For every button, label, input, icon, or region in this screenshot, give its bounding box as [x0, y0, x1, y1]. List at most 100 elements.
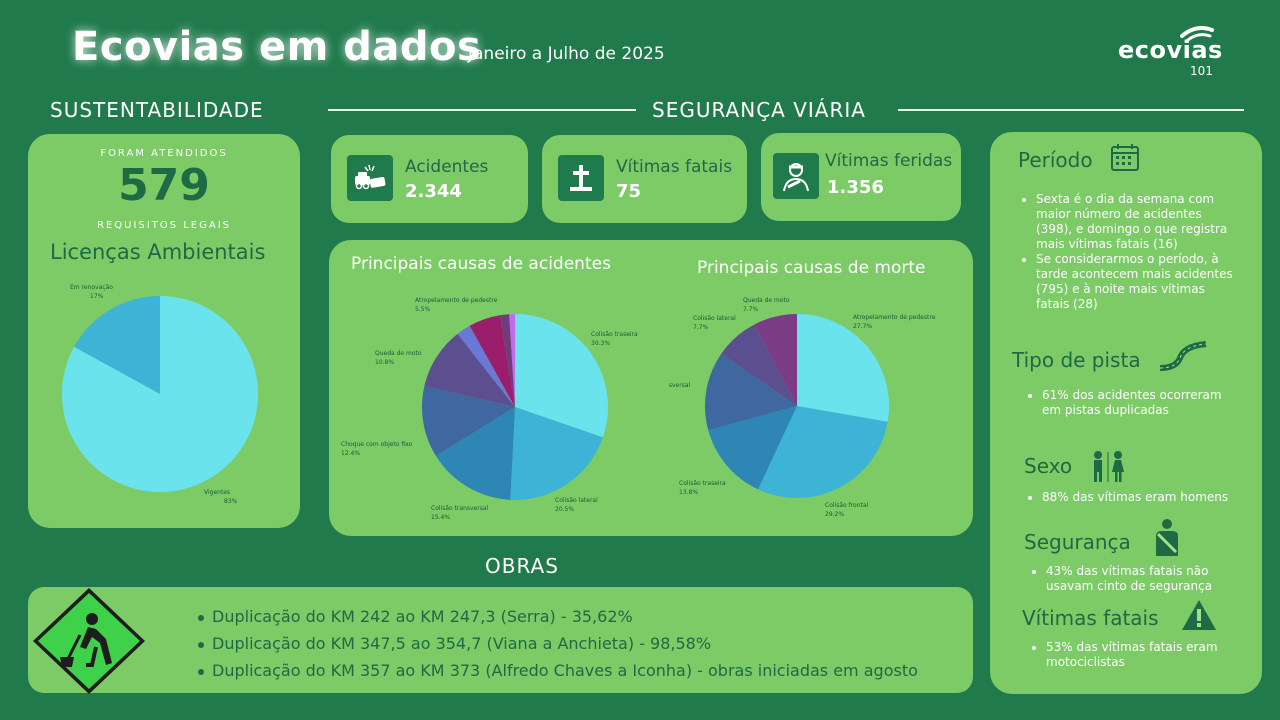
pie-slice	[435, 407, 515, 500]
requisitos-number: 579	[118, 160, 210, 211]
tipo-pista-item: 61% dos acidentes ocorreram em pistas du…	[1042, 388, 1236, 418]
pie-slice-value: 17%	[90, 293, 104, 300]
periodo-item: Se considerarmos o período, à tarde acon…	[1036, 252, 1240, 312]
road-work-sign-icon	[33, 588, 145, 694]
pie-slice	[424, 333, 515, 407]
periodo-item: Sexta é o dia da semana com maior número…	[1036, 192, 1240, 252]
page-subtitle: Janeiro a Julho de 2025	[468, 44, 665, 64]
bullet-icon	[198, 614, 204, 621]
pie-slice-value: 7.7%	[743, 306, 759, 313]
pie-slice-value: 27.7%	[853, 323, 872, 330]
deaths-chart-title: Principais causas de morte	[697, 258, 926, 278]
pie-slice-label: Colisão lateral	[555, 497, 598, 504]
pie-slice-value: 13.8%	[679, 489, 698, 496]
seatbelt-icon	[1156, 519, 1178, 556]
requisitos-top-label: FORAM ATENDIDOS	[100, 148, 228, 159]
section-title-sustentabilidade: SUSTENTABILIDADE	[50, 98, 264, 122]
stat-label-acidentes: Acidentes	[405, 157, 489, 177]
obra-item: Duplicação do KM 347,5 ao 354,7 (Viana a…	[198, 634, 711, 653]
stat-label-vitimas-feridas: Vítimas feridas	[825, 151, 953, 171]
stat-value-vitimas-feridas: 1.356	[827, 177, 884, 198]
pie-slice-label: Colisão transversal	[669, 382, 691, 389]
bullet-icon	[198, 668, 204, 675]
winding-road-icon	[1159, 341, 1207, 371]
pie-slice-label: Colisão frontal	[825, 502, 869, 509]
pie-slice-value: 15.4%	[431, 514, 450, 521]
pie-slice	[797, 314, 889, 422]
pie-slice-value: 7.7%	[693, 324, 709, 331]
pie-slice	[422, 386, 515, 456]
pie-slice-label: Colisão lateral	[693, 315, 736, 322]
seguranca-title: Segurança	[1024, 530, 1131, 554]
stat-label-vitimas-fatais: Vítimas fatais	[616, 157, 733, 177]
section-title-seguranca: SEGURANÇA VIÁRIA	[652, 98, 866, 122]
pie-slice	[61, 296, 258, 492]
sustentabilidade-card: FORAM ATENDIDOS 579 REQUISITOS LEGAIS Li…	[28, 134, 300, 528]
requisitos-bottom-label: REQUISITOS LEGAIS	[97, 220, 231, 231]
divider-line-left	[328, 109, 636, 111]
bullet-icon	[198, 641, 204, 648]
pie-slice	[509, 314, 515, 407]
section-title-obras: OBRAS	[485, 554, 559, 578]
pie-slice-label: Queda de moto	[743, 297, 790, 304]
pie-slice	[758, 406, 888, 498]
obra-item: Duplicação do KM 242 ao KM 247,3 (Serra)…	[198, 607, 633, 626]
pie-slice-label: Colisão traseira	[591, 331, 638, 338]
stat-card-vitimas-feridas: Vítimas feridas 1.356	[761, 133, 961, 221]
causes-card: Principais causas de acidentes Principai…	[329, 240, 973, 536]
sexo-item: 88% das vítimas eram homens	[1042, 490, 1256, 505]
ecovias-logo-text: ecovias	[1118, 36, 1223, 64]
pie-slice-value: 10.8%	[375, 359, 394, 366]
pie-slice-value: 29.2%	[825, 511, 844, 518]
licencas-chart-title: Licenças Ambientais	[50, 240, 266, 264]
stat-value-acidentes: 2.344	[405, 181, 462, 202]
pie-slice	[510, 407, 603, 500]
injured-person-icon	[773, 153, 819, 199]
pie-slice-label: Colisão traseira	[679, 480, 726, 487]
male-female-icon	[1094, 451, 1124, 482]
obra-item-text: Duplicação do KM 357 ao KM 373 (Alfredo …	[212, 661, 918, 680]
vitimas-fatais-item: 53% das vítimas fatais eram motociclista…	[1046, 640, 1250, 670]
pie-slice	[469, 315, 515, 407]
insights-card: Período Sexta é o dia da semana com maio…	[990, 132, 1262, 694]
ecovias-logo-swoosh-icon	[1180, 26, 1214, 42]
deaths-pie-chart: Atropelamento de pedestre 27.7% Colisão fr…	[669, 297, 936, 518]
seguranca-item: 43% das vítimas fatais não usavam cinto …	[1046, 564, 1250, 594]
stat-card-vitimas-fatais: Vítimas fatais 75	[542, 135, 747, 223]
pie-slice	[457, 325, 515, 407]
pie-slice	[754, 314, 797, 406]
accidents-pie-chart: Colisão traseira 30.3% Colisão lateral 20.5…	[341, 297, 638, 521]
periodo-title: Período	[1018, 148, 1093, 172]
pie-slice-label: Colisão transversal	[431, 505, 489, 512]
accidents-chart-title: Principais causas de acidentes	[351, 254, 611, 274]
obra-item-text: Duplicação do KM 242 ao KM 247,3 (Serra)…	[212, 607, 633, 626]
pie-slice	[74, 296, 160, 394]
pie-slice-label: Vigentes	[204, 489, 230, 496]
pie-slice-value: 20.5%	[555, 506, 574, 513]
pie-slice	[499, 314, 515, 407]
stat-value-vitimas-fatais: 75	[616, 181, 642, 202]
obras-card: Duplicação do KM 242 ao KM 247,3 (Serra)…	[28, 587, 973, 694]
pie-slice-label: Atropelamento de pedestre	[415, 297, 498, 304]
grave-cross-icon	[558, 155, 604, 201]
pie-slice-value: 5.5%	[415, 306, 431, 313]
obra-item-text: Duplicação do KM 347,5 ao 354,7 (Viana a…	[212, 634, 712, 653]
pie-slice-label: Atropelamento de pedestre	[853, 314, 936, 321]
car-crash-icon	[347, 155, 393, 201]
sexo-title: Sexo	[1024, 454, 1073, 478]
pie-slice-value: 30.3%	[591, 340, 610, 347]
obra-item: Duplicação do KM 357 ao KM 373 (Alfredo …	[198, 661, 918, 680]
warning-triangle-icon	[1182, 600, 1216, 630]
divider-line-right	[898, 109, 1244, 111]
ecovias-logo-sub: 101	[1190, 64, 1213, 78]
pie-slice-label: Queda de moto	[375, 350, 422, 357]
pie-slice	[721, 324, 797, 406]
pie-slice	[515, 314, 608, 438]
tipo-pista-title: Tipo de pista	[1012, 348, 1141, 372]
pie-slice	[708, 406, 797, 490]
pie-slice-value: 83%	[224, 498, 238, 505]
pie-slice-value: 12.4%	[341, 450, 360, 457]
vitimas-fatais-title: Vítimas fatais	[1022, 606, 1159, 630]
stat-card-acidentes: Acidentes 2.344	[331, 135, 528, 223]
licencas-pie-chart: Em renovação 17% Vigentes 83%	[61, 284, 258, 505]
